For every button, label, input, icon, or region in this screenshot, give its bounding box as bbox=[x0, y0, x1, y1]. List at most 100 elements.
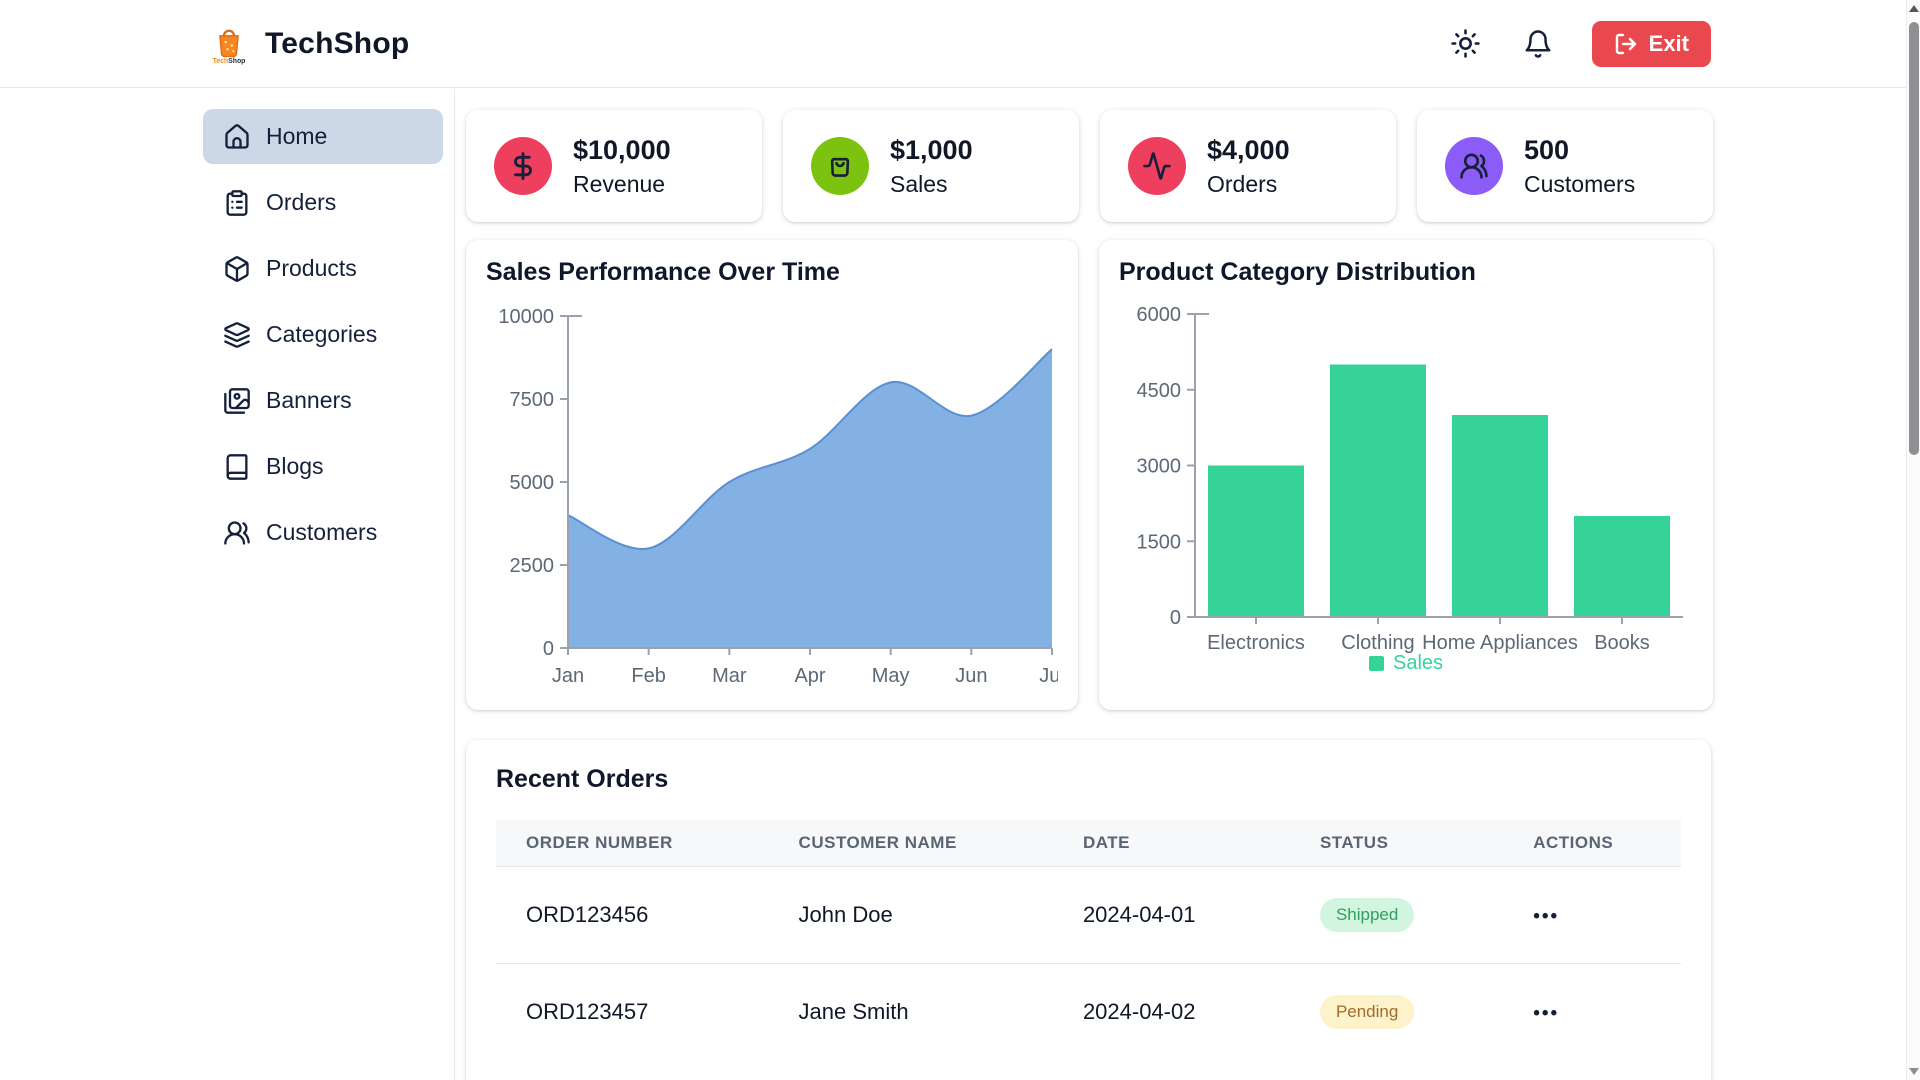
house-icon bbox=[223, 123, 251, 151]
brand[interactable]: TechShop TechShop bbox=[206, 21, 410, 67]
svg-text:4500: 4500 bbox=[1137, 380, 1182, 402]
svg-text:7500: 7500 bbox=[510, 389, 555, 411]
order-number-cell: ORD123457 bbox=[496, 963, 769, 1060]
stat-value: $10,000 bbox=[573, 134, 671, 165]
svg-text:Books: Books bbox=[1594, 632, 1650, 654]
clipboard-list-icon bbox=[223, 189, 251, 217]
stat-value: $1,000 bbox=[890, 134, 973, 165]
notifications-button[interactable] bbox=[1520, 26, 1556, 62]
layers-icon bbox=[223, 321, 251, 349]
table-row: ORD123456 John Doe 2024-04-01 Shipped ••… bbox=[496, 866, 1681, 964]
top-header: TechShop TechShop bbox=[0, 0, 1920, 88]
svg-text:Apr: Apr bbox=[794, 665, 825, 687]
customer-name-cell: Jane Smith bbox=[768, 963, 1053, 1060]
sales-performance-chart-card: Sales Performance Over Time 0 2500 5000 750… bbox=[466, 240, 1078, 710]
sidebar-item-label: Banners bbox=[266, 387, 352, 413]
table-row: ORD123457 Jane Smith 2024-04-02 Pending … bbox=[496, 963, 1681, 1060]
scrollbar-thumb[interactable] bbox=[1909, 22, 1919, 455]
bell-icon bbox=[1523, 29, 1553, 59]
sidebar-item-label: Customers bbox=[266, 519, 378, 545]
svg-text:0: 0 bbox=[543, 638, 554, 660]
sidebar-item-customers[interactable]: Customers bbox=[203, 505, 443, 560]
bar-chart-legend: Sales bbox=[1099, 652, 1713, 675]
svg-text:10000: 10000 bbox=[498, 306, 554, 328]
svg-text:Jan: Jan bbox=[552, 665, 584, 687]
logout-icon bbox=[1614, 32, 1638, 56]
sidebar-item-label: Orders bbox=[266, 189, 337, 215]
techshop-logo-icon: TechShop bbox=[206, 21, 252, 67]
exit-label: Exit bbox=[1648, 30, 1689, 56]
exit-button[interactable]: Exit bbox=[1591, 20, 1711, 67]
scrollbar-up-arrow[interactable] bbox=[1909, 5, 1919, 12]
stat-label: Revenue bbox=[573, 170, 666, 197]
legend-label: Sales bbox=[1392, 652, 1444, 674]
stat-card-sales: $1,000 Sales bbox=[783, 110, 1079, 222]
stat-card-customers: 500 Customers bbox=[1417, 110, 1713, 222]
svg-text:Jul: Jul bbox=[1039, 665, 1058, 687]
stat-value: $4,000 bbox=[1207, 134, 1290, 165]
users-icon bbox=[1445, 137, 1503, 195]
column-header-date: DATE bbox=[1082, 833, 1130, 852]
sidebar-item-label: Products bbox=[266, 255, 357, 281]
users-icon bbox=[223, 519, 251, 547]
svg-text:3000: 3000 bbox=[1137, 456, 1182, 478]
category-distribution-chart-card: Product Category Distribution 0 1500 3000 4… bbox=[1099, 240, 1713, 710]
svg-text:May: May bbox=[872, 665, 910, 687]
status-badge: Shipped bbox=[1319, 898, 1415, 932]
brand-name: TechShop bbox=[265, 26, 410, 60]
package-icon bbox=[223, 255, 251, 283]
stat-label: Customers bbox=[1524, 170, 1636, 197]
recent-orders-card: Recent Orders ORDER NUMBER CUSTOMER NAME… bbox=[466, 740, 1711, 1080]
row-actions-button[interactable]: ••• bbox=[1533, 1003, 1560, 1024]
svg-text:Clothing: Clothing bbox=[1341, 632, 1414, 654]
svg-text:Mar: Mar bbox=[712, 665, 747, 687]
status-badge: Pending bbox=[1319, 995, 1415, 1029]
activity-icon bbox=[1128, 137, 1186, 195]
column-header-customer-name: CUSTOMER NAME bbox=[798, 833, 957, 852]
legend-swatch bbox=[1368, 656, 1384, 671]
shopping-bag-icon bbox=[811, 137, 869, 195]
stat-label: Sales bbox=[890, 170, 948, 197]
column-header-actions: ACTIONS bbox=[1533, 833, 1614, 852]
svg-text:Electronics: Electronics bbox=[1207, 632, 1305, 654]
sales-area-chart: 0 2500 5000 7500 10000 Jan Feb Mar Apr May Jun Jul bbox=[498, 306, 1058, 687]
theme-toggle-button[interactable] bbox=[1448, 26, 1484, 62]
images-icon bbox=[223, 387, 251, 415]
sidebar-item-home[interactable]: Home bbox=[203, 109, 443, 164]
svg-text:1500: 1500 bbox=[1137, 531, 1182, 553]
sidebar-item-categories[interactable]: Categories bbox=[203, 307, 443, 362]
sidebar-item-orders[interactable]: Orders bbox=[203, 175, 443, 230]
scrollbar bbox=[1906, 0, 1920, 1080]
sidebar-nav: Home Orders Products Ca bbox=[0, 109, 454, 560]
header-actions: Exit bbox=[1448, 20, 1711, 67]
sun-icon bbox=[1450, 28, 1481, 59]
row-actions-button[interactable]: ••• bbox=[1533, 906, 1560, 927]
svg-text:Jun: Jun bbox=[955, 665, 987, 687]
svg-text:TechShop: TechShop bbox=[213, 58, 246, 65]
customer-name-cell: John Doe bbox=[768, 866, 1053, 964]
book-icon bbox=[223, 453, 251, 481]
stat-label: Orders bbox=[1207, 170, 1278, 197]
sidebar-item-blogs[interactable]: Blogs bbox=[203, 439, 443, 494]
dollar-icon bbox=[494, 137, 552, 195]
stat-card-orders: $4,000 Orders bbox=[1100, 110, 1396, 222]
category-bar-chart: 0 1500 3000 4500 6000 Electronics Clothing Home… bbox=[1137, 304, 1683, 654]
svg-text:0: 0 bbox=[1170, 607, 1181, 629]
svg-text:Home Appliances: Home Appliances bbox=[1422, 632, 1578, 654]
stat-value: 500 bbox=[1524, 134, 1570, 165]
orders-table: ORDER NUMBER CUSTOMER NAME DATE STATUS A… bbox=[496, 820, 1681, 1060]
date-cell: 2024-04-01 bbox=[1052, 866, 1290, 964]
scrollbar-down-arrow[interactable] bbox=[1909, 1068, 1919, 1075]
svg-text:Feb: Feb bbox=[631, 665, 665, 687]
svg-text:6000: 6000 bbox=[1137, 304, 1182, 326]
sidebar-item-banners[interactable]: Banners bbox=[203, 373, 443, 428]
sidebar-item-label: Blogs bbox=[266, 453, 324, 479]
column-header-order-number: ORDER NUMBER bbox=[526, 833, 673, 852]
order-number-cell: ORD123456 bbox=[496, 866, 769, 964]
sidebar-item-label: Categories bbox=[266, 321, 378, 347]
column-header-status: STATUS bbox=[1319, 833, 1389, 852]
stat-card-revenue: $10,000 Revenue bbox=[466, 110, 762, 222]
date-cell: 2024-04-02 bbox=[1052, 963, 1290, 1060]
sidebar-item-products[interactable]: Products bbox=[203, 241, 443, 296]
recent-orders-title: Recent Orders bbox=[496, 765, 669, 793]
